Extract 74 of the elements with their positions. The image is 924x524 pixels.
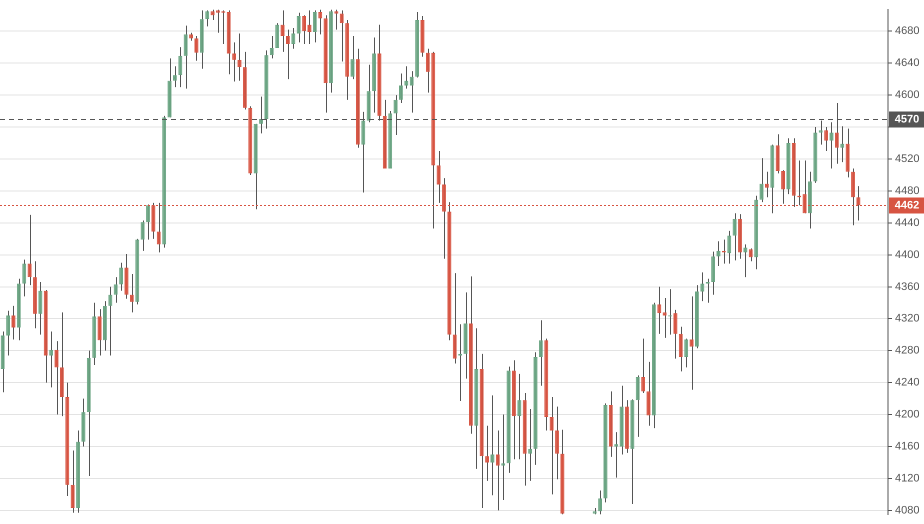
candlestick: [426, 48, 430, 94]
candlestick: [130, 273, 134, 313]
candlestick: [555, 406, 559, 480]
candlestick: [743, 244, 748, 278]
candlestick: [824, 126, 828, 152]
candlestick: [641, 338, 646, 394]
candlestick: [485, 425, 489, 482]
candlestick: [781, 170, 785, 204]
candlestick: [302, 14, 306, 44]
candlestick: [716, 240, 720, 266]
candlestick: [764, 171, 769, 198]
candlestick: [216, 10, 220, 34]
candlestick: [6, 310, 10, 356]
candlestick: [598, 490, 602, 514]
y-tick-label: 4200: [895, 408, 920, 421]
y-tick-label: 4400: [895, 248, 920, 261]
y-tick-label: 4360: [895, 280, 920, 293]
candlestick: [700, 272, 704, 302]
candlestick: [830, 122, 834, 170]
y-tick-label: 4600: [895, 89, 920, 102]
candlestick: [232, 42, 236, 82]
candlestick: [684, 338, 688, 368]
y-tick-label: 4160: [895, 440, 920, 453]
candlestick: [12, 305, 16, 340]
candlestick: [436, 150, 441, 204]
ref-line-label: 4570: [894, 114, 920, 126]
candlestick: [760, 158, 764, 203]
candlestick: [98, 308, 102, 356]
candlestick: [275, 22, 280, 48]
candlestick: [528, 408, 532, 482]
candlestick: [70, 450, 75, 514]
candlestick: [646, 361, 650, 426]
candlestick: [496, 430, 500, 511]
y-tick-label: 4080: [895, 504, 920, 516]
candlestick: [146, 204, 150, 240]
candlestick: [194, 35, 198, 62]
candlestick: [140, 220, 145, 252]
candlestick: [119, 262, 124, 292]
ref-line-label: 4462: [894, 200, 920, 212]
y-tick-label: 4680: [895, 25, 920, 38]
y-tick-label: 4240: [895, 376, 920, 389]
candlestick: [308, 10, 312, 44]
candlestick: [280, 10, 284, 52]
candlestick: [334, 10, 338, 30]
candlestick: [184, 25, 188, 90]
candlestick: [312, 10, 317, 43]
candlestick: [690, 296, 694, 390]
y-tick-label: 4320: [895, 312, 920, 325]
candlestick: [711, 251, 716, 296]
candlestick: [550, 396, 554, 495]
candlestick: [172, 66, 177, 88]
candlestick: [49, 330, 54, 388]
y-tick-label: 4120: [895, 472, 920, 484]
y-tick-label: 4440: [895, 216, 920, 229]
candlestick: [210, 10, 215, 20]
y-tick-label: 4520: [895, 152, 920, 165]
candlestick: [732, 212, 737, 261]
candlestick: [673, 309, 678, 360]
candlestick: [38, 281, 42, 336]
candlestick: [108, 286, 112, 356]
candlestick: [490, 394, 494, 496]
y-tick-label: 4480: [895, 184, 920, 197]
candlestick: [28, 214, 32, 286]
candlestick: [238, 33, 242, 82]
candlestick: [517, 373, 522, 460]
candlestick: [350, 35, 354, 80]
candlestick: [614, 432, 618, 478]
y-tick-label: 4280: [895, 344, 920, 357]
candlestick: [404, 66, 408, 90]
candlestick: [399, 73, 403, 104]
candlestick: [286, 29, 290, 80]
candlestick: [54, 340, 58, 416]
candlestick: [538, 320, 543, 386]
y-tick-label: 4640: [895, 57, 920, 70]
